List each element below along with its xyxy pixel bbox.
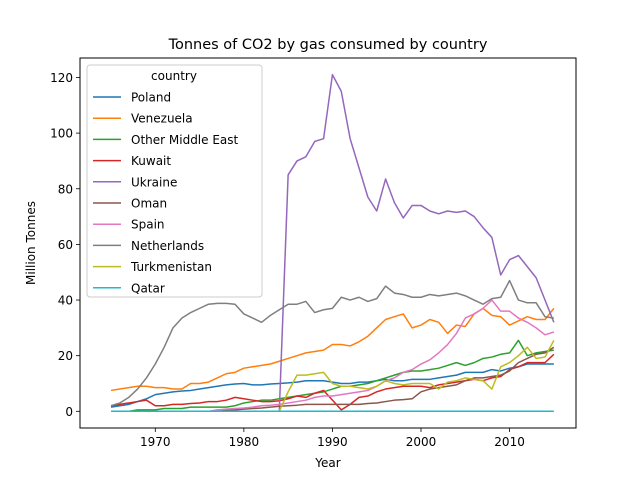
x-tick-label: 2010 (494, 435, 525, 449)
legend-label: Venezuela (131, 112, 193, 126)
x-tick-label: 1970 (140, 435, 171, 449)
legend-box (86, 64, 263, 298)
plot-area (110, 73, 555, 413)
y-tick-label: 80 (58, 182, 73, 196)
legend-item-poland: Poland (93, 91, 171, 105)
series-line-poland (110, 363, 554, 408)
legend-label: Turkmenistan (130, 260, 212, 274)
y-tick-label: 0 (65, 405, 73, 419)
chart-title: Tonnes of CO2 by gas consumed by country (168, 37, 488, 53)
y-tick-label: 60 (58, 238, 73, 252)
legend-title: country (151, 69, 197, 83)
legend-label: Poland (131, 91, 171, 105)
legend-item-qatar: Qatar (93, 281, 165, 295)
legend-item-ukraine: Ukraine (93, 175, 177, 189)
series-line-netherlands (110, 279, 554, 407)
y-axis-label: Million Tonnes (24, 201, 38, 285)
y-tick-label: 100 (50, 127, 73, 141)
legend-label: Other Middle East (131, 133, 239, 147)
legend: country Poland Venezuela Other Middle East… (86, 64, 263, 298)
legend-item-turkmenistan: Turkmenistan (93, 260, 212, 274)
y-axis: 0 20 40 60 80 100 120 (50, 71, 80, 419)
x-tick-label: 1990 (317, 435, 348, 449)
legend-label: Oman (131, 197, 167, 211)
x-axis-label: Year (314, 456, 340, 470)
legend-item-oman: Oman (93, 197, 167, 211)
plot-frame (79, 57, 577, 429)
series-line-other-middle-east (111, 339, 554, 413)
x-tick-label: 2000 (406, 435, 437, 449)
x-axis: 1970 1980 1990 2000 2010 (140, 428, 525, 449)
y-tick-label: 120 (50, 71, 73, 85)
legend-label: Qatar (131, 281, 165, 295)
series-line-venezuela (110, 307, 555, 392)
legend-label: Spain (131, 218, 165, 232)
legend-label: Netherlands (131, 239, 204, 253)
legend-item-other-middle-east: Other Middle East (93, 133, 239, 147)
legend-label: Ukraine (131, 175, 177, 189)
legend-item-spain: Spain (93, 218, 165, 232)
legend-item-venezuela: Venezuela (93, 112, 193, 126)
series-line-spain (111, 299, 555, 413)
legend-item-kuwait: Kuwait (93, 154, 171, 168)
legend-item-netherlands: Netherlands (93, 239, 204, 253)
y-tick-label: 40 (58, 294, 73, 308)
x-tick-label: 1980 (229, 435, 260, 449)
legend-label: Kuwait (131, 154, 171, 168)
y-tick-label: 20 (58, 349, 73, 363)
